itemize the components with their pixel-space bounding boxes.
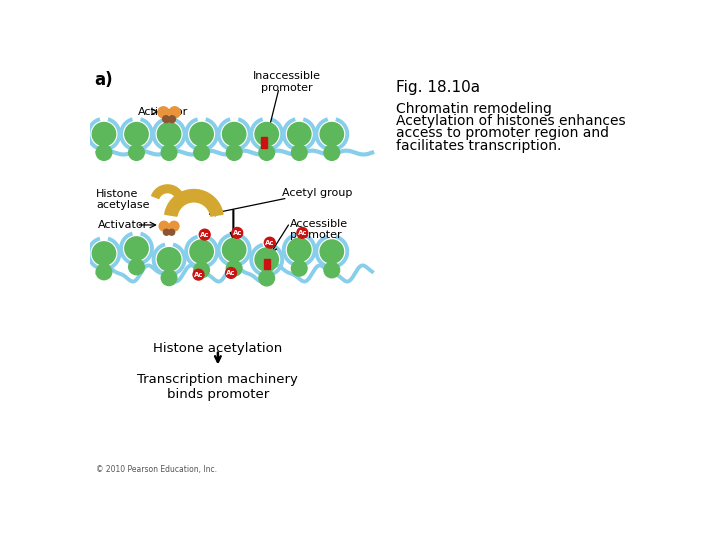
Text: a): a) (94, 71, 113, 89)
Circle shape (258, 269, 275, 287)
Circle shape (254, 122, 279, 146)
Circle shape (96, 144, 112, 161)
Circle shape (91, 122, 117, 146)
Text: access to promoter region and: access to promoter region and (396, 126, 609, 140)
Circle shape (161, 269, 178, 286)
Circle shape (287, 238, 312, 262)
Text: Transcription machinery
binds promoter: Transcription machinery binds promoter (138, 373, 298, 401)
Circle shape (291, 260, 307, 277)
Circle shape (162, 115, 171, 123)
Circle shape (189, 239, 214, 264)
Text: Accessible
promoter: Accessible promoter (290, 219, 348, 240)
Bar (261, 137, 266, 148)
Text: Ac: Ac (226, 270, 236, 276)
Circle shape (161, 144, 178, 161)
Text: Fig. 18.10a: Fig. 18.10a (396, 80, 480, 95)
Text: Activator: Activator (138, 107, 189, 117)
Text: facilitates transcription.: facilitates transcription. (396, 139, 562, 153)
Circle shape (168, 220, 180, 232)
Circle shape (291, 144, 307, 161)
Text: Ac: Ac (194, 272, 203, 278)
Circle shape (254, 247, 279, 272)
Circle shape (320, 122, 344, 146)
Circle shape (128, 259, 145, 275)
Circle shape (189, 122, 214, 146)
Circle shape (163, 228, 170, 236)
Circle shape (193, 269, 204, 280)
Circle shape (297, 227, 307, 238)
Text: Ac: Ac (265, 240, 274, 246)
Circle shape (157, 122, 181, 146)
Circle shape (323, 144, 341, 161)
Text: Acetylation of histones enhances: Acetylation of histones enhances (396, 114, 626, 128)
Polygon shape (152, 185, 184, 199)
Text: Acetyl group: Acetyl group (282, 188, 353, 198)
Text: Histone
acetylase: Histone acetylase (96, 189, 150, 211)
Circle shape (193, 144, 210, 161)
Circle shape (157, 247, 181, 272)
Circle shape (124, 236, 149, 261)
Bar (264, 259, 270, 269)
Circle shape (323, 261, 341, 279)
Circle shape (168, 106, 181, 119)
Text: © 2010 Pearson Education, Inc.: © 2010 Pearson Education, Inc. (96, 465, 217, 475)
Circle shape (225, 267, 236, 278)
Circle shape (96, 264, 112, 280)
Text: Ac: Ac (200, 232, 210, 238)
Circle shape (168, 115, 176, 123)
Circle shape (222, 122, 246, 146)
Circle shape (91, 241, 117, 266)
Circle shape (128, 144, 145, 161)
Circle shape (225, 144, 243, 161)
Circle shape (287, 122, 312, 146)
Circle shape (320, 239, 344, 264)
Text: Ac: Ac (233, 230, 242, 236)
Circle shape (264, 237, 275, 248)
Text: Histone acetylation: Histone acetylation (153, 342, 282, 355)
Circle shape (232, 227, 243, 238)
Circle shape (124, 122, 149, 146)
Text: Ac: Ac (297, 230, 307, 236)
Circle shape (158, 220, 170, 232)
Circle shape (199, 229, 210, 240)
Polygon shape (165, 190, 223, 216)
Circle shape (193, 261, 210, 279)
Circle shape (222, 238, 246, 262)
Circle shape (157, 106, 170, 119)
Circle shape (258, 144, 275, 161)
Circle shape (225, 260, 243, 277)
Text: Inaccessible
promoter: Inaccessible promoter (253, 71, 321, 92)
Circle shape (168, 228, 176, 236)
Text: Chromatin remodeling: Chromatin remodeling (396, 102, 552, 116)
Text: Activator: Activator (98, 220, 148, 230)
